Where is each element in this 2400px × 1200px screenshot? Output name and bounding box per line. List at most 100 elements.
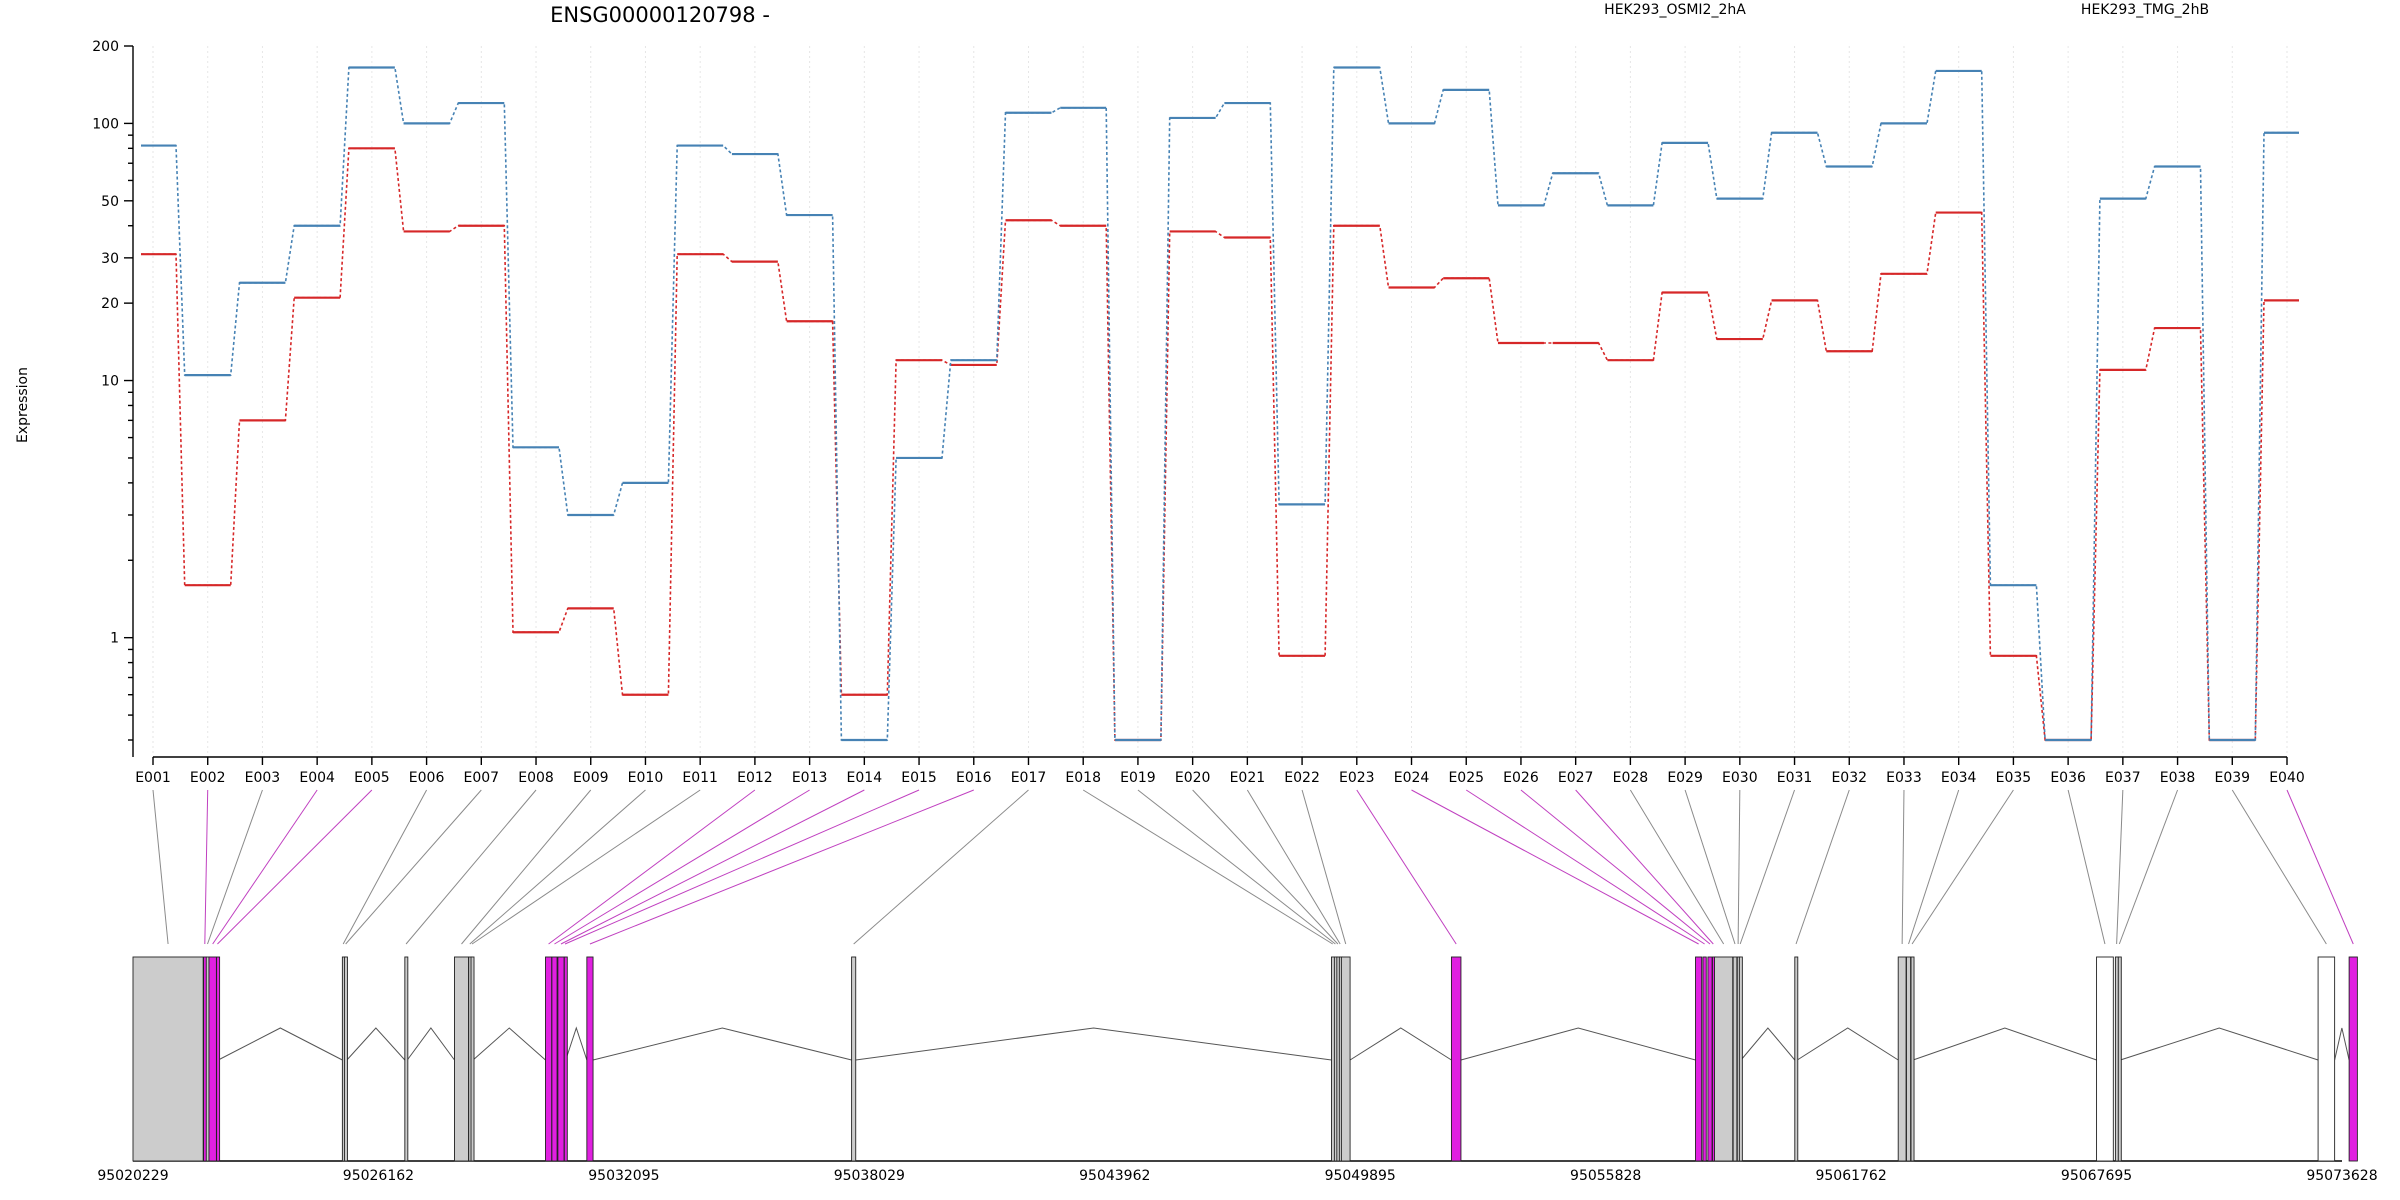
connector-e027: [1575, 789, 1714, 945]
x-tick-label: E028: [1613, 770, 1649, 786]
connector-e035: [1911, 789, 2014, 945]
coordinate-label: 95073628: [2306, 1168, 2377, 1184]
x-tick-label: E029: [1667, 770, 1703, 786]
x-tick-label: E037: [2105, 770, 2141, 786]
x-tick-label: E010: [628, 770, 664, 786]
x-tick-label: E040: [2269, 770, 2305, 786]
intron-line: [855, 1027, 1332, 1061]
coordinate-label: 95038029: [834, 1168, 905, 1184]
intron-line: [1740, 1027, 1796, 1061]
x-tick-label: E004: [299, 770, 335, 786]
exon-box-e009: [454, 956, 469, 1162]
x-tick-label: E023: [1339, 770, 1375, 786]
exon-box-e025: [1702, 956, 1707, 1162]
coordinate-label: 95055828: [1570, 1168, 1641, 1184]
series-layer: [141, 66, 2299, 742]
connector-e011: [471, 789, 701, 945]
connector-e014: [560, 789, 865, 945]
exon-box-e022: [1340, 956, 1351, 1162]
x-tick-label: E021: [1230, 770, 1266, 786]
x-tick-label: E009: [573, 770, 609, 786]
grid-layer: [152, 46, 2288, 757]
x-tick-label: E027: [1558, 770, 1594, 786]
connector-e033: [1901, 789, 1905, 945]
exon-box-e005: [216, 956, 221, 1162]
connector-e016: [589, 789, 974, 945]
intron-line: [1349, 1027, 1452, 1061]
connector-e025: [1465, 789, 1705, 945]
coordinate-label: 95049895: [1325, 1168, 1396, 1184]
x-tick-label: E005: [354, 770, 390, 786]
exon-box-e040: [2348, 956, 2358, 1162]
y-tick-label: 1: [110, 631, 119, 647]
y-tick-label: 100: [92, 116, 119, 132]
exon-box-e023: [1450, 956, 1462, 1162]
intron-line: [565, 1026, 588, 1061]
connector-e037: [2116, 789, 2124, 945]
x-tick-label: E024: [1394, 770, 1430, 786]
series-line-1: [141, 147, 2299, 741]
y-tick-label: 50: [101, 194, 119, 210]
x-tick-label: E025: [1448, 770, 1484, 786]
intron-line: [2120, 1027, 2319, 1061]
y-tick-label: 10: [101, 374, 119, 390]
connector-e013: [554, 789, 810, 945]
exon-box-e028: [1714, 956, 1734, 1162]
x-tick-label: E034: [1941, 770, 1977, 786]
series-line-2: [141, 66, 2299, 741]
exon-box-e036: [2096, 956, 2114, 1162]
exon-box-e011: [470, 956, 475, 1162]
intron-line: [218, 1027, 343, 1061]
connector-e032: [1795, 789, 1850, 945]
x-tick-label: E001: [135, 770, 171, 786]
connector-e004: [212, 789, 318, 945]
exon-box-e033: [1897, 956, 1907, 1162]
x-tick-label: E006: [409, 770, 445, 786]
connector-e002: [204, 789, 209, 945]
legend-series-2: HEK293_TMG_2hB: [2081, 2, 2209, 18]
exon-box-e031: [1738, 956, 1743, 1162]
intron-line: [406, 1027, 455, 1061]
x-tick-label: E032: [1831, 770, 1867, 786]
x-tick-label: E030: [1722, 770, 1758, 786]
coordinate-label: 95026162: [343, 1168, 414, 1184]
connector-e034: [1908, 789, 1960, 945]
x-tick-label: E012: [737, 770, 773, 786]
connector-e022: [1301, 789, 1347, 945]
x-tick-label: E019: [1120, 770, 1156, 786]
connector-e021: [1246, 789, 1341, 945]
gene-model-track: 95020229 95026162 95032095 95038029 95043962…: [97, 956, 2378, 1184]
x-tick-label: E017: [1011, 770, 1047, 786]
connector-e028: [1629, 789, 1725, 945]
x-tick-label: E002: [190, 770, 226, 786]
connector-e009: [461, 789, 592, 945]
exon-box-e013: [551, 956, 558, 1162]
connector-e019: [1137, 789, 1336, 945]
connector-e038: [2118, 789, 2179, 945]
x-axis: E001 E002 E003 E004 E005 E006 E007 E008 E009 E010…: [135, 756, 2305, 786]
connector-e023: [1356, 789, 1457, 945]
coordinate-label: 95032095: [588, 1168, 659, 1184]
x-tick-label: E039: [2214, 770, 2250, 786]
connector-e030: [1737, 789, 1741, 945]
connector-e017: [853, 789, 1029, 945]
y-axis: 1 10 20 30 50 100 200: [92, 39, 134, 757]
connector-e001: [152, 789, 169, 945]
exon-box-e012: [545, 956, 553, 1162]
x-tick-label: E016: [956, 770, 992, 786]
exon-box-e017: [851, 956, 857, 1162]
connector-e026: [1520, 789, 1711, 945]
exon-box-e024: [1695, 956, 1703, 1162]
chart-title: ENSG00000120798 -: [550, 3, 770, 27]
x-tick-label: E022: [1284, 770, 1320, 786]
exon-box-e007: [343, 956, 348, 1162]
exon-box-e039: [2317, 956, 2336, 1162]
exon-box-e035: [1910, 956, 1915, 1162]
y-tick-label: 200: [92, 39, 119, 55]
connector-e003: [207, 789, 263, 945]
x-tick-label: E008: [518, 770, 554, 786]
connector-e015: [564, 789, 920, 945]
coordinate-label: 95020229: [97, 1168, 168, 1184]
exon-box-e026: [1707, 956, 1713, 1162]
